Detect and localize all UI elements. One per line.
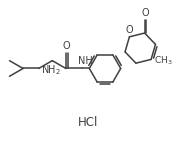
Text: O: O: [63, 41, 71, 51]
Text: CH$_3$: CH$_3$: [154, 54, 172, 67]
Text: NH$_2$: NH$_2$: [41, 63, 61, 77]
Text: HCl: HCl: [78, 116, 99, 129]
Text: O: O: [142, 8, 149, 18]
Text: NH: NH: [78, 56, 93, 66]
Text: O: O: [126, 25, 133, 35]
